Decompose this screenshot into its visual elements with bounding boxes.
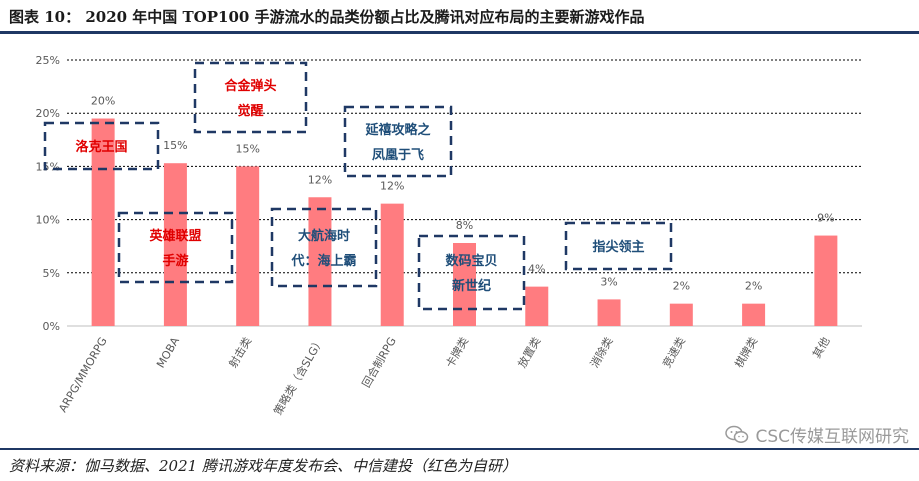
y-tick-label: 25% xyxy=(36,54,60,67)
y-tick-label: 10% xyxy=(36,214,60,227)
data-label: 8% xyxy=(456,219,473,232)
source-note: 资料来源：伽马数据、2021 腾讯游戏年度发布会、中信建投（红色为自研） xyxy=(9,457,517,475)
annotation-box: 洛克王国 xyxy=(43,121,160,171)
annotation-text: 新世纪 xyxy=(452,278,491,294)
annotation-border xyxy=(43,121,160,171)
annotation-text: 洛克王国 xyxy=(75,139,127,155)
y-tick-label: 15% xyxy=(36,160,60,173)
bar xyxy=(669,303,693,326)
data-label: 3% xyxy=(600,275,617,288)
y-tick-label: 20% xyxy=(36,107,60,120)
x-tick-label: 其他 xyxy=(810,335,832,361)
annotation-text: 指尖领主 xyxy=(592,239,644,255)
bar xyxy=(742,303,766,326)
bar-chart: 0% 5% 10% 15% 20% 25% 20% 15% 15% 12% 12% 8% 4% 3% 2%… xyxy=(36,54,862,418)
data-label: 15% xyxy=(163,139,187,152)
x-tick-label: 棋牌类 xyxy=(732,335,761,371)
data-label: 9% xyxy=(817,212,834,225)
bar xyxy=(236,166,260,326)
bar xyxy=(597,299,621,326)
annotation-border xyxy=(193,61,308,134)
y-tick-label: 0% xyxy=(43,320,60,333)
annotation-text: 数码宝贝 xyxy=(445,253,497,269)
annotation-border xyxy=(417,234,526,311)
x-tick-label: MOBA xyxy=(154,335,182,371)
bar xyxy=(91,118,115,327)
data-label: 4% xyxy=(528,263,545,276)
watermark-text: CSC传媒互联网研究 xyxy=(755,427,909,447)
figure-title: 图表 10： 2020 年中国 TOP100 手游流水的品类份额占比及腾讯对应布… xyxy=(9,8,645,26)
bars xyxy=(91,118,838,327)
y-axis-ticks: 0% 5% 10% 15% 20% 25% xyxy=(36,54,60,333)
x-tick-label: 竞速类 xyxy=(659,335,688,371)
bar xyxy=(163,163,187,326)
footer-divider xyxy=(0,448,919,450)
annotation-border xyxy=(343,105,453,178)
x-tick-label: 策略类（含SLG） xyxy=(271,335,327,418)
bar xyxy=(380,203,404,326)
annotation-border xyxy=(270,207,378,288)
annotation-text: 延禧攻略之 xyxy=(364,122,430,138)
x-tick-label: 卡牌类 xyxy=(442,335,471,371)
bar xyxy=(308,197,332,326)
watermark: CSC传媒互联网研究 xyxy=(725,422,909,447)
annotation-text: 代：海上霸 xyxy=(290,253,356,269)
data-label: 2% xyxy=(745,280,762,293)
data-labels: 20% 15% 15% 12% 12% 8% 4% 3% 2% 2% 9% xyxy=(91,95,835,293)
title-divider xyxy=(0,31,919,34)
x-tick-label: ARPG/MMORPG xyxy=(56,335,110,415)
annotation-text: 大航海时 xyxy=(298,228,350,244)
annotation-box: 指尖领主 xyxy=(564,221,673,271)
annotation-text: 英雄联盟 xyxy=(148,228,201,244)
y-tick-label: 5% xyxy=(43,267,60,280)
annotation-border xyxy=(564,221,673,271)
data-label: 12% xyxy=(308,173,332,186)
wechat-icon xyxy=(725,425,749,443)
annotation-text: 觉醒 xyxy=(237,103,263,119)
bar xyxy=(525,286,549,326)
data-label: 20% xyxy=(91,95,115,108)
x-tick-label: 回合制RPG xyxy=(359,335,399,390)
data-label: 12% xyxy=(380,180,404,193)
x-tick-label: 放置类 xyxy=(515,335,544,371)
bar xyxy=(453,243,476,326)
annotation-text: 凤凰于飞 xyxy=(372,148,424,163)
x-axis-labels: ARPG/MMORPG MOBA 射击类 策略类（含SLG） 回合制RPG 卡牌类 放置类 消… xyxy=(56,335,832,418)
data-label: 2% xyxy=(673,280,690,293)
x-tick-label: 消除类 xyxy=(587,335,616,371)
bar xyxy=(814,235,838,326)
x-tick-label: 射击类 xyxy=(226,335,255,371)
annotation-text: 合金弹头 xyxy=(224,78,276,94)
annotation-text: 手游 xyxy=(162,253,188,269)
data-label: 15% xyxy=(235,142,259,155)
